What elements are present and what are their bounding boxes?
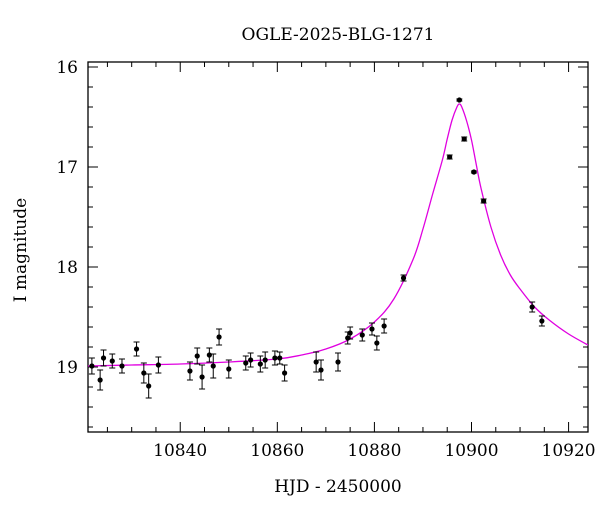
data-point-group <box>446 154 453 160</box>
data-point-group <box>271 350 278 366</box>
x-tick-label: 10840 <box>153 441 207 461</box>
data-point-group <box>480 198 487 204</box>
x-tick-label: 10920 <box>542 441 596 461</box>
data-point <box>471 169 477 175</box>
data-point <box>529 304 535 310</box>
data-point-group <box>194 347 201 365</box>
data-point-group <box>242 355 249 371</box>
data-point-group <box>373 335 380 351</box>
data-point-group <box>461 136 468 142</box>
data-point <box>146 383 152 389</box>
data-point <box>133 346 140 352</box>
y-axis-label: I magnitude <box>11 198 31 302</box>
y-tick-label: 18 <box>56 258 78 278</box>
data-point-group <box>145 373 152 399</box>
data-point <box>318 367 324 373</box>
x-axis-label: HJD - 2450000 <box>274 477 402 497</box>
data-point-group <box>100 349 107 367</box>
y-tick-label: 16 <box>56 58 78 78</box>
data-point <box>335 359 341 365</box>
data-point <box>187 368 193 374</box>
data-point <box>374 340 380 346</box>
data-point <box>539 318 545 324</box>
data-point-group <box>470 169 477 175</box>
data-point <box>262 357 268 363</box>
data-point-group <box>206 347 213 363</box>
data-point-group <box>281 364 288 382</box>
data-point <box>226 366 232 372</box>
data-point <box>119 363 125 369</box>
data-point-group <box>538 315 545 327</box>
data-point-group <box>368 322 375 336</box>
data-point-group <box>247 352 254 368</box>
data-point-group <box>210 353 217 379</box>
data-point <box>461 136 467 142</box>
data-point-group <box>140 362 147 384</box>
data-point <box>272 355 278 361</box>
data-point <box>109 358 115 364</box>
chart-title: OGLE-2025-BLG-1271 <box>242 25 435 45</box>
data-point-group <box>313 351 320 373</box>
plot-frame <box>87 61 589 433</box>
data-point <box>199 374 205 380</box>
data-point <box>277 355 283 361</box>
data-point-group <box>276 351 283 365</box>
data-point-group <box>529 301 536 313</box>
data-point <box>248 357 254 363</box>
data-point <box>257 361 263 367</box>
model-curve <box>88 103 588 367</box>
data-point <box>100 355 107 361</box>
data-layer <box>88 97 588 399</box>
y-tick-label: 17 <box>56 158 78 178</box>
x-tick-label: 10900 <box>444 441 498 461</box>
data-point <box>210 363 216 369</box>
data-point <box>216 334 222 340</box>
data-point-group <box>199 364 206 390</box>
data-point <box>97 377 103 383</box>
data-point-group <box>381 318 388 334</box>
data-point <box>243 360 249 366</box>
data-point <box>400 275 407 281</box>
data-point-group <box>155 356 162 374</box>
data-point <box>369 326 375 332</box>
data-point-group <box>186 361 193 381</box>
data-point-group <box>88 357 95 375</box>
y-tick-label: 19 <box>56 358 78 378</box>
data-point <box>194 353 200 359</box>
data-point-group <box>109 353 116 369</box>
data-point <box>155 362 161 368</box>
data-point-group <box>216 328 223 346</box>
data-point-group <box>456 97 463 103</box>
data-point-group <box>97 369 104 391</box>
data-point-group <box>262 351 269 369</box>
data-point <box>347 330 353 336</box>
axis-ticks <box>88 62 588 432</box>
data-point-group <box>225 359 232 379</box>
data-point <box>313 359 319 365</box>
data-point <box>447 154 453 160</box>
data-point-group <box>318 359 325 381</box>
data-point-group <box>359 328 366 342</box>
data-point-group <box>400 274 407 282</box>
data-point <box>381 323 387 329</box>
data-point <box>345 335 351 341</box>
x-tick-label: 10860 <box>250 441 304 461</box>
data-point <box>481 198 487 204</box>
data-point-group <box>257 355 264 373</box>
data-point <box>359 332 365 338</box>
x-tick-label: 10880 <box>347 441 401 461</box>
data-point <box>456 97 462 103</box>
data-point <box>206 352 212 358</box>
data-point-group <box>118 358 125 374</box>
data-point-group <box>133 341 140 357</box>
data-point-group <box>347 326 354 340</box>
data-point-group <box>335 352 341 372</box>
data-point <box>89 363 95 369</box>
data-point <box>141 370 147 376</box>
axis-tick-labels: 10840 10860 10880 10900 10920 16 17 18 19 <box>56 58 595 461</box>
data-point <box>282 370 288 376</box>
